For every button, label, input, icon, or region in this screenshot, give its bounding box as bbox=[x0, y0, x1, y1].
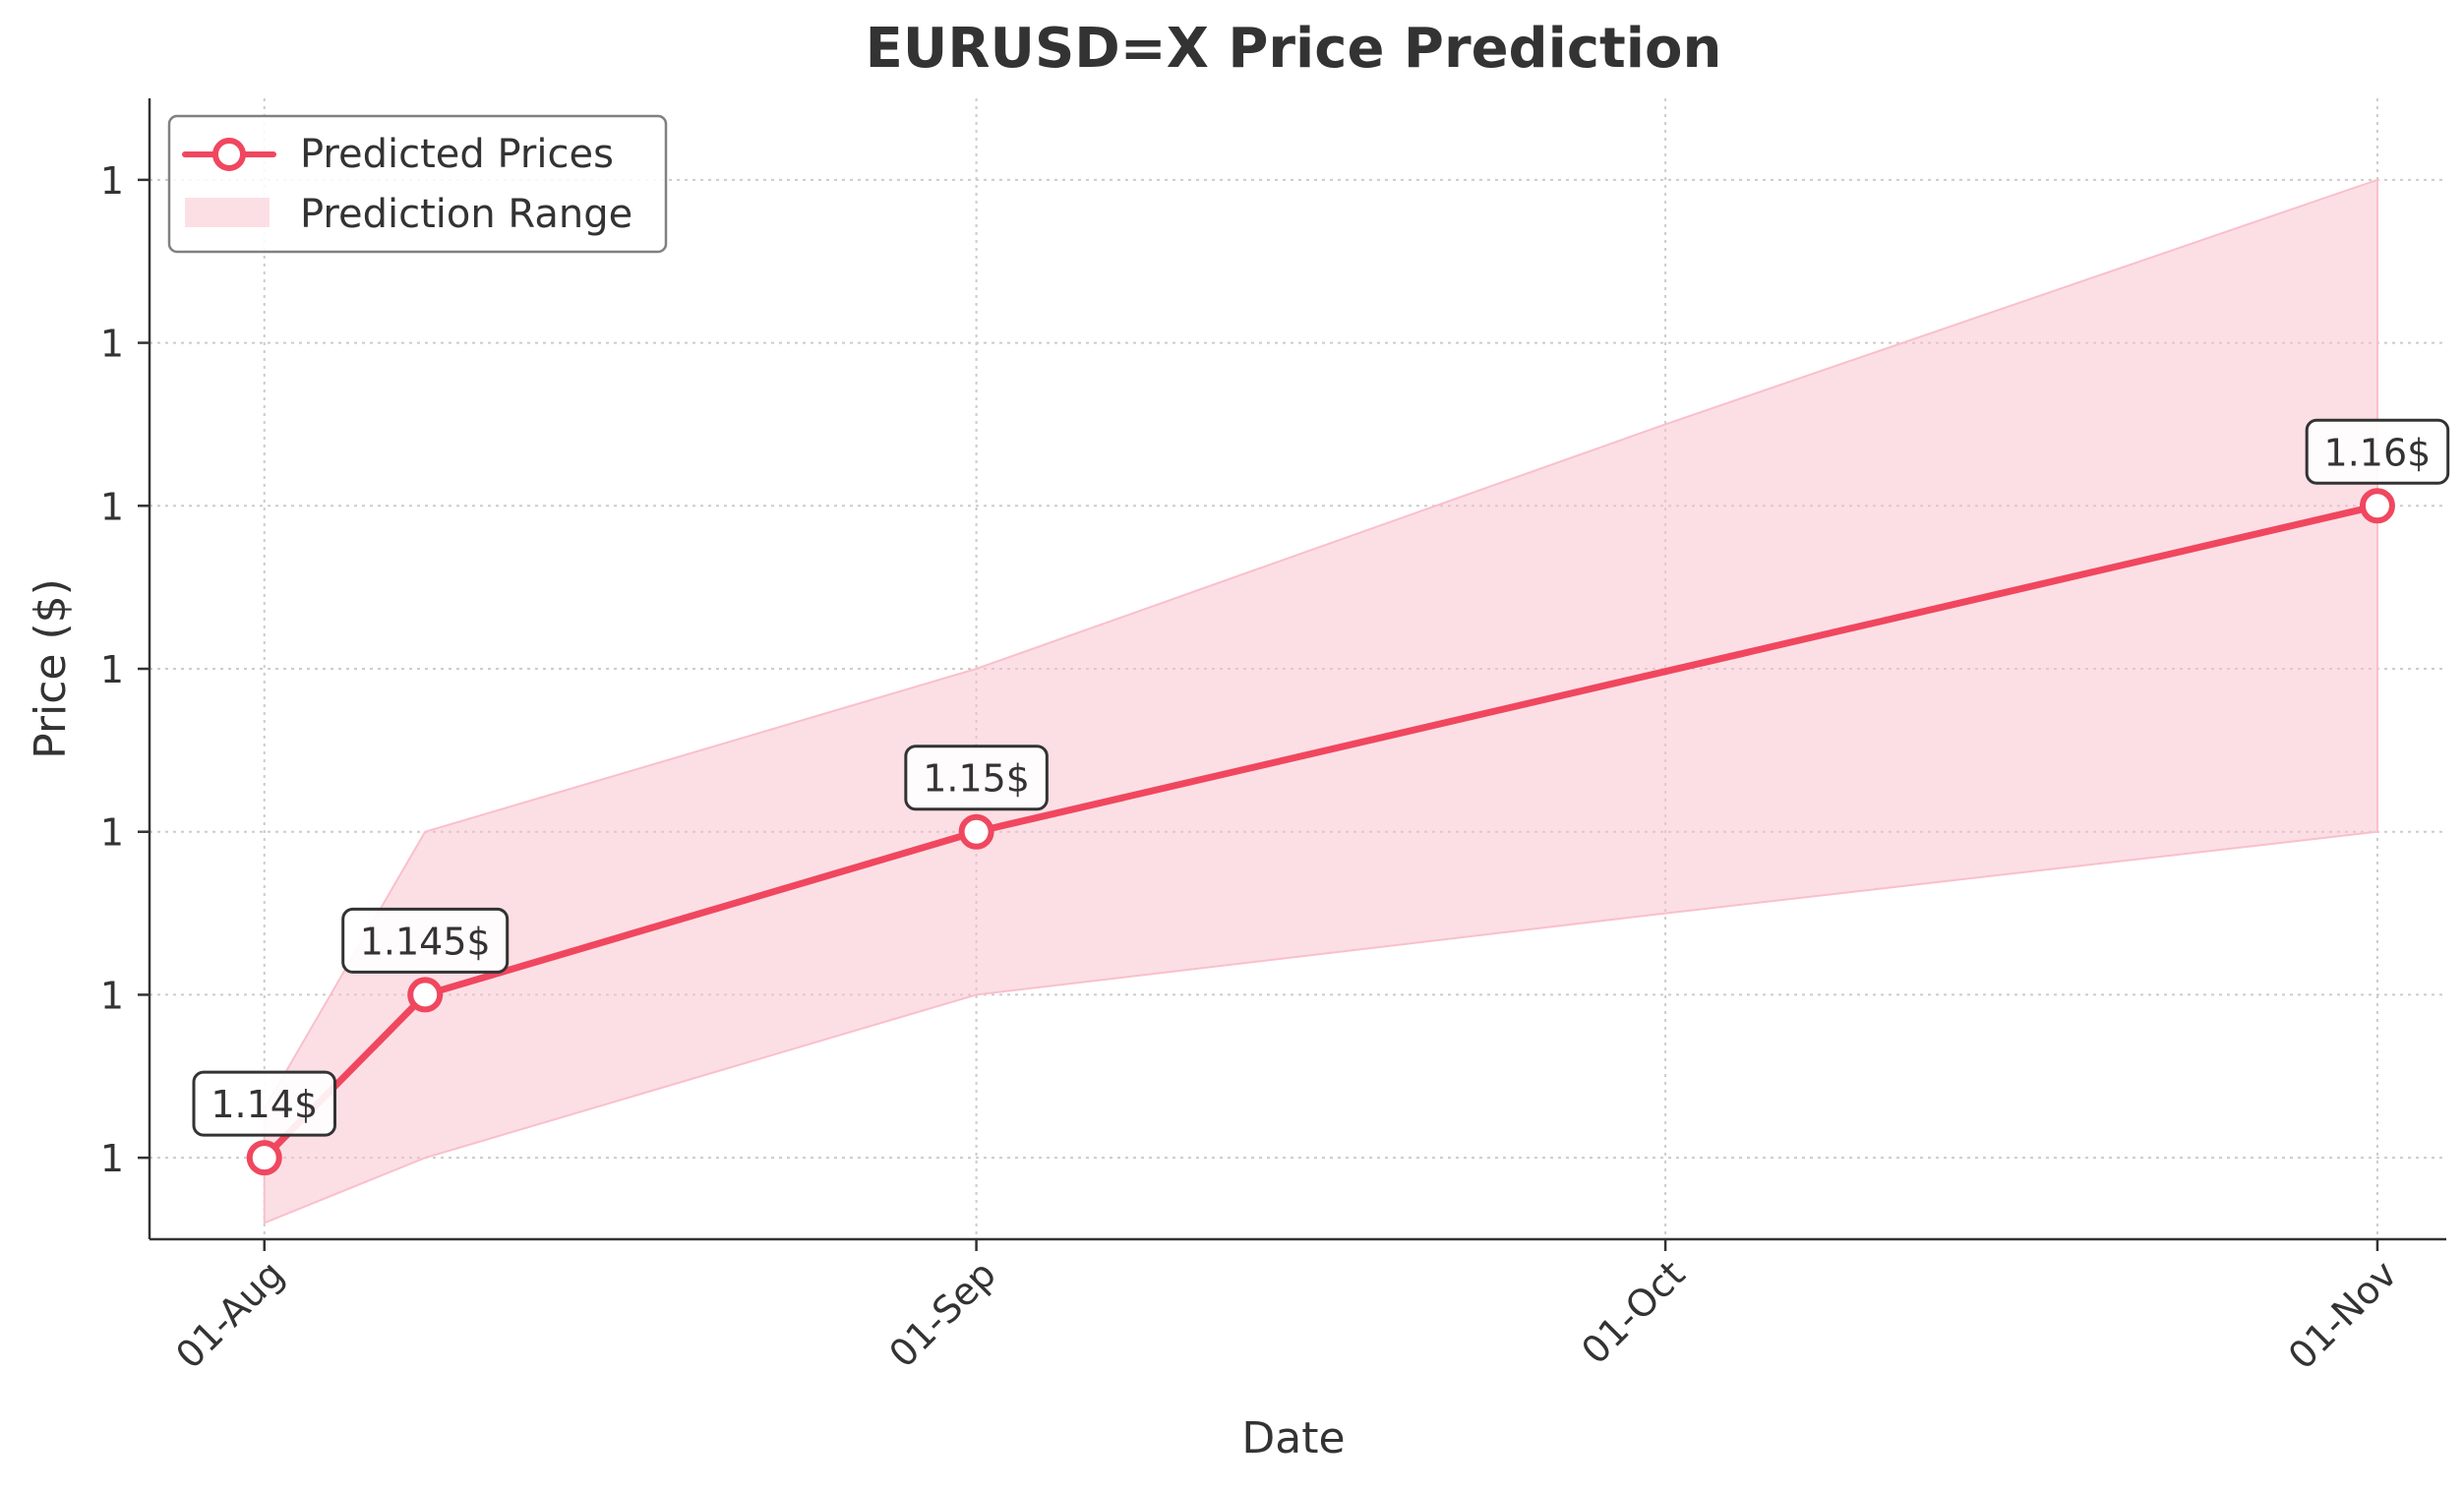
data-label-box bbox=[192, 1070, 336, 1137]
predicted-price-point bbox=[958, 813, 994, 850]
prediction-range-band bbox=[263, 178, 2378, 1224]
y-tick-label: 1 bbox=[100, 974, 124, 1017]
data-label: 1.15$ bbox=[923, 757, 1030, 801]
prediction-range-band-layer bbox=[263, 178, 2378, 1224]
legend-label-prediction-range: Prediction Range bbox=[300, 192, 632, 237]
y-tick-label: 1 bbox=[100, 159, 124, 203]
legend-range-swatch bbox=[185, 198, 270, 227]
y-tick-label: 1 bbox=[100, 648, 124, 691]
data-label: 1.14$ bbox=[210, 1083, 318, 1126]
legend-label-predicted-prices: Predicted Prices bbox=[300, 132, 614, 177]
predicted-prices-line bbox=[262, 502, 2378, 1161]
legend: Predicted Prices Prediction Range bbox=[167, 114, 668, 254]
data-label-box bbox=[341, 907, 510, 974]
x-axis-label: Date bbox=[1241, 1413, 1345, 1463]
y-tick-label: 1 bbox=[100, 323, 124, 366]
y-axis-label: Price ($) bbox=[26, 578, 76, 759]
y-tick-label: 1 bbox=[100, 1137, 124, 1180]
legend-frame bbox=[167, 114, 668, 254]
predicted-price-point bbox=[2359, 488, 2395, 524]
predicted-line-layer bbox=[246, 488, 2395, 1176]
data-label: 1.145$ bbox=[360, 920, 491, 963]
chart-title: EURUSD=X Price Prediction bbox=[866, 17, 1722, 81]
y-tick-label: 1 bbox=[100, 485, 124, 528]
data-label-box bbox=[904, 745, 1049, 811]
data-label: 1.16$ bbox=[2324, 431, 2432, 474]
data-labels: 1.14$ 1.145$ 1.15$ 1.16$ bbox=[192, 418, 2450, 1137]
data-label-box bbox=[2305, 418, 2450, 485]
y-tick-label: 1 bbox=[100, 811, 124, 855]
predicted-price-point bbox=[407, 977, 444, 1013]
predicted-price-point bbox=[246, 1140, 282, 1176]
legend-marker-swatch bbox=[212, 138, 246, 171]
